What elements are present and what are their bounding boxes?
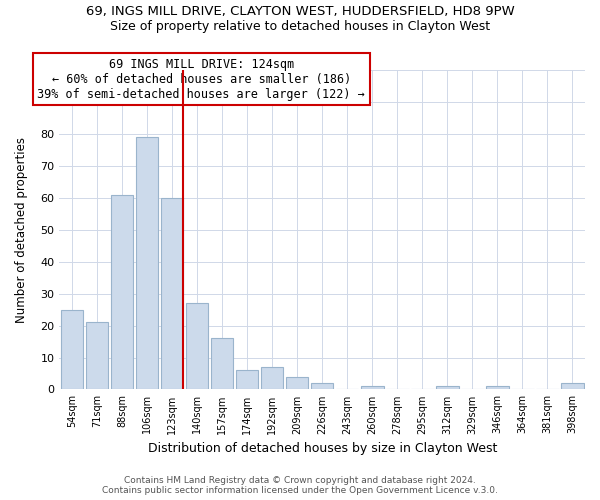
Bar xyxy=(361,386,383,390)
X-axis label: Distribution of detached houses by size in Clayton West: Distribution of detached houses by size … xyxy=(148,442,497,455)
Bar xyxy=(486,386,509,390)
Text: 69, INGS MILL DRIVE, CLAYTON WEST, HUDDERSFIELD, HD8 9PW: 69, INGS MILL DRIVE, CLAYTON WEST, HUDDE… xyxy=(86,5,514,18)
Bar xyxy=(561,383,584,390)
Text: Contains HM Land Registry data © Crown copyright and database right 2024.
Contai: Contains HM Land Registry data © Crown c… xyxy=(102,476,498,495)
Text: 69 INGS MILL DRIVE: 124sqm
← 60% of detached houses are smaller (186)
39% of sem: 69 INGS MILL DRIVE: 124sqm ← 60% of deta… xyxy=(37,58,365,100)
Bar xyxy=(61,310,83,390)
Bar xyxy=(311,383,334,390)
Bar xyxy=(161,198,184,390)
Text: Size of property relative to detached houses in Clayton West: Size of property relative to detached ho… xyxy=(110,20,490,33)
Bar xyxy=(236,370,259,390)
Bar xyxy=(86,322,108,390)
Bar xyxy=(261,367,283,390)
Bar xyxy=(286,376,308,390)
Bar xyxy=(136,138,158,390)
Bar xyxy=(211,338,233,390)
Bar xyxy=(186,304,208,390)
Bar xyxy=(436,386,458,390)
Bar xyxy=(111,195,133,390)
Y-axis label: Number of detached properties: Number of detached properties xyxy=(15,137,28,323)
